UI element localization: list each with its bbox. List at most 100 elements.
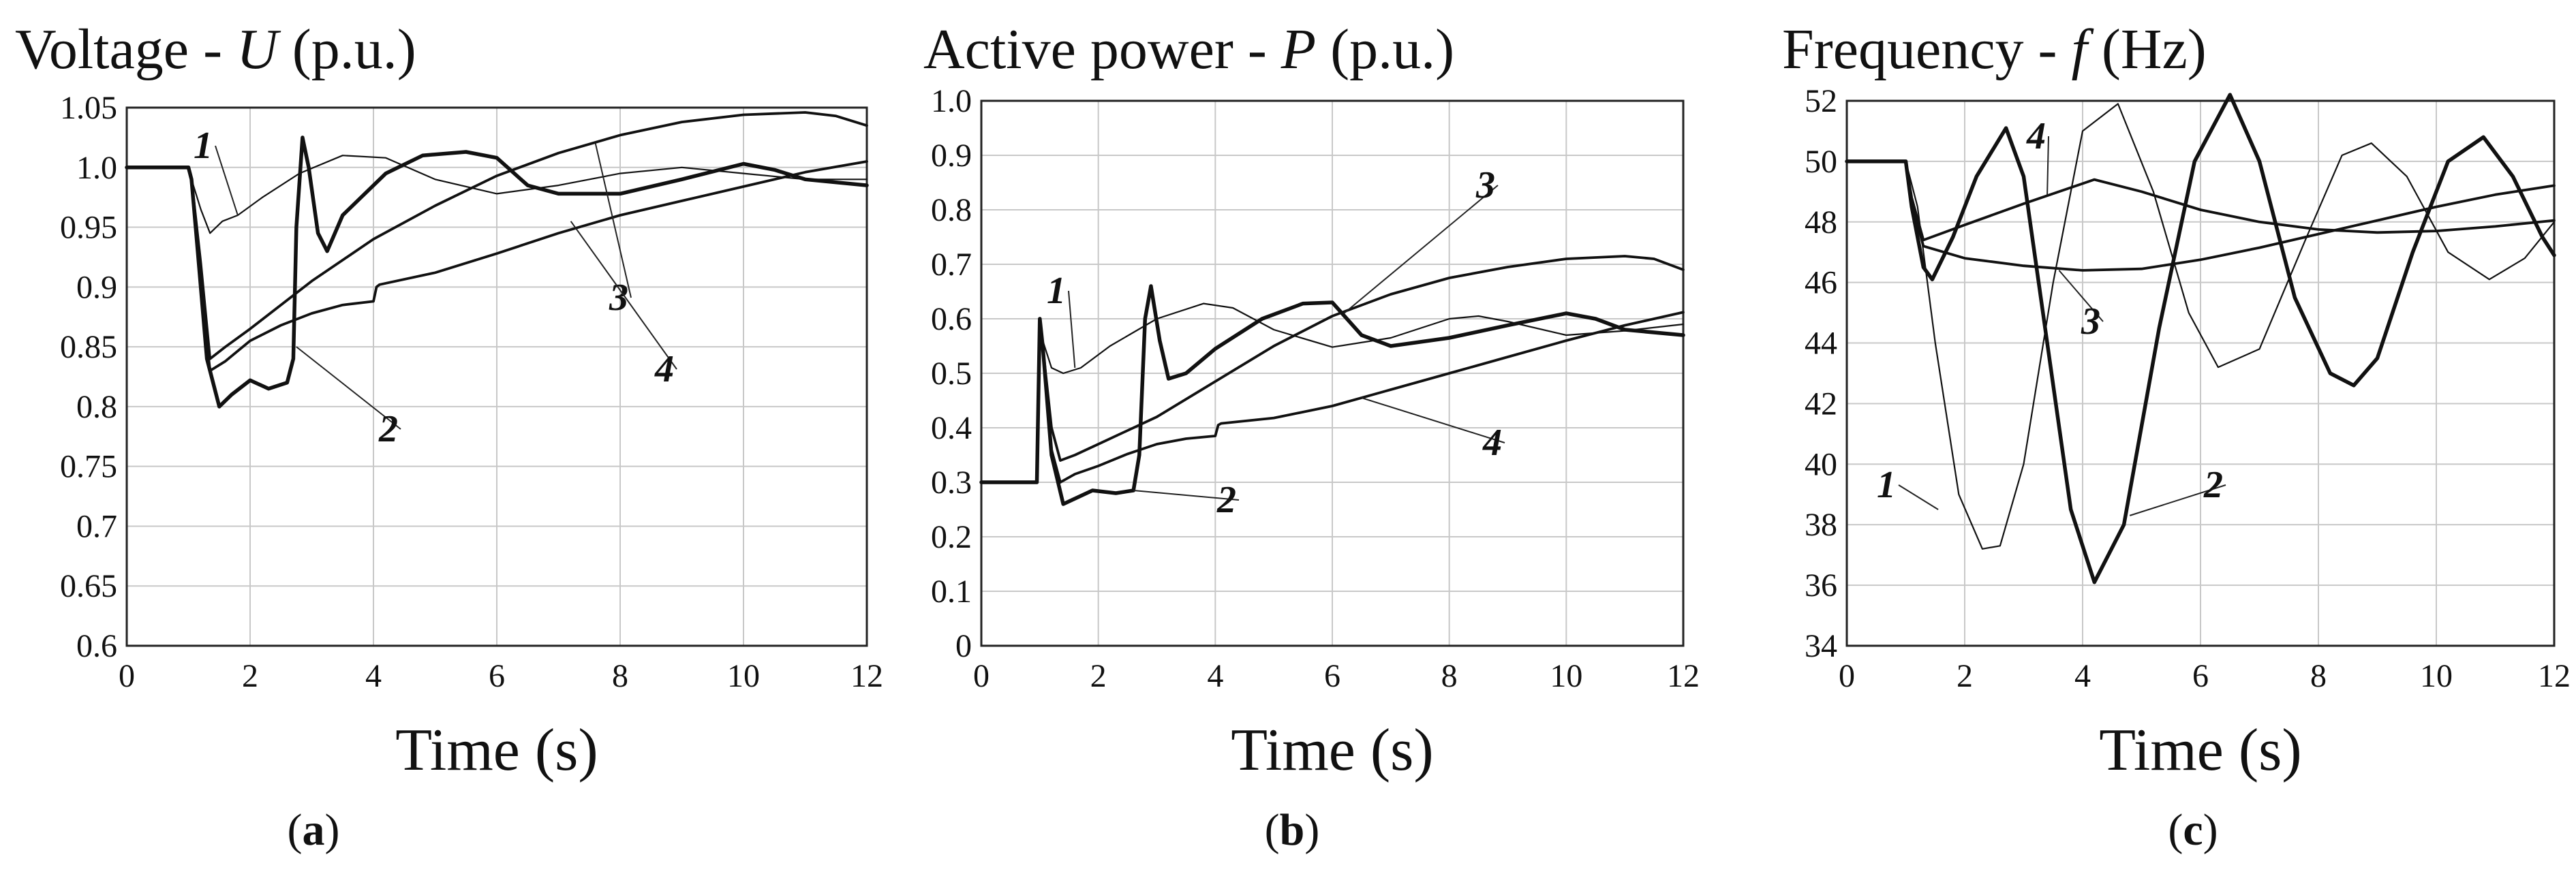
y-tick-label: 42	[1805, 386, 1837, 422]
y-tick-label: 0.7	[931, 247, 972, 283]
y-tick-label: 36	[1805, 567, 1837, 604]
x-tick-label: 4	[365, 658, 382, 694]
chart-title: Frequency - f (Hz)	[1782, 18, 2207, 81]
x-tick-label: 0	[119, 658, 135, 694]
annotation-leader	[594, 143, 632, 298]
y-tick-label: 0.9	[931, 138, 972, 174]
x-tick-label: 10	[1550, 658, 1582, 694]
x-tick-label: 12	[850, 658, 883, 694]
series-label-4: 4	[1482, 422, 1502, 464]
series-line-4	[1845, 159, 2556, 242]
x-tick-label: 2	[1957, 658, 1973, 694]
x-tick-label: 6	[489, 658, 505, 694]
x-tick-label: 12	[1667, 658, 1700, 694]
plot-frame	[980, 99, 1685, 647]
series-line-4	[125, 160, 868, 373]
y-tick-label: 0.75	[60, 449, 117, 485]
series-line-3	[125, 111, 868, 360]
panel-label: (a)	[288, 805, 340, 855]
series-label-2: 2	[1216, 479, 1236, 521]
series-label-4: 4	[2026, 115, 2046, 157]
annotation-leader	[215, 145, 239, 216]
annotation-leader	[1133, 490, 1240, 501]
x-axis-label: Time (s)	[2099, 717, 2301, 783]
plot-frame	[125, 106, 868, 647]
x-tick-label: 8	[2310, 658, 2327, 694]
y-tick-label: 0	[955, 628, 972, 664]
y-tick-label: 48	[1805, 204, 1837, 240]
y-tick-label: 0.7	[76, 508, 117, 544]
annotation-leader	[2046, 136, 2049, 195]
y-tick-label: 0.1	[931, 574, 972, 610]
y-tick-label: 1.0	[76, 150, 117, 186]
y-tick-label: 0.85	[60, 329, 117, 365]
x-tick-label: 6	[2192, 658, 2209, 694]
y-tick-label: 1.0	[931, 83, 972, 119]
chart-panel-c: Frequency - f (Hz)0 2 4 6 8 10 123436384042444…	[1782, 18, 2571, 855]
annotation-leader	[1068, 290, 1076, 369]
annotation-leader	[1361, 397, 1505, 443]
series-line-1	[1845, 103, 2556, 550]
y-tick-label: 0.8	[931, 192, 972, 228]
series-label-1: 1	[194, 125, 213, 167]
series-line-2	[979, 284, 1685, 506]
series-label-2: 2	[2203, 464, 2223, 506]
annotation-leader	[2129, 484, 2226, 516]
series-line-2	[125, 136, 869, 409]
x-tick-label: 8	[612, 658, 628, 694]
y-tick-label: 0.9	[76, 269, 117, 305]
x-tick-label: 4	[2074, 658, 2091, 694]
chart-title: Voltage - U (p.u.)	[15, 18, 416, 81]
plot-frame	[1845, 99, 2556, 647]
series-line-3	[1845, 159, 2556, 272]
chart-panel-b: Active power - P (p.u.)0 2 4 6 8 10 1200.10.20…	[923, 18, 1700, 855]
y-tick-label: 0.65	[60, 568, 117, 604]
annotation-leader	[570, 221, 677, 370]
panel-label: (c)	[2168, 805, 2218, 855]
y-tick-label: 50	[1805, 144, 1837, 180]
y-tick-label: 0.8	[76, 389, 117, 425]
series-line-1	[125, 155, 868, 234]
series-line-2	[1845, 93, 2556, 584]
x-tick-label: 2	[242, 658, 258, 694]
series-label-1: 1	[1877, 464, 1896, 506]
y-tick-label: 0.6	[76, 628, 117, 664]
x-axis-label: Time (s)	[1231, 717, 1433, 783]
y-tick-label: 44	[1805, 326, 1837, 362]
x-tick-label: 0	[973, 658, 990, 694]
x-tick-label: 8	[1441, 658, 1458, 694]
x-tick-label: 2	[1090, 658, 1107, 694]
y-tick-label: 38	[1805, 507, 1837, 543]
series-line-4	[980, 311, 1685, 484]
chart-title: Active power - P (p.u.)	[923, 18, 1454, 81]
series-label-3: 3	[1475, 164, 1495, 206]
x-tick-label: 10	[2420, 658, 2453, 694]
x-axis-label: Time (s)	[395, 717, 598, 783]
x-tick-label: 12	[2538, 658, 2571, 694]
y-tick-label: 0.2	[931, 519, 972, 555]
y-tick-label: 1.05	[60, 90, 117, 126]
chart-panel-a: Voltage - U (p.u.)0 2 4 6 8 10 120.60.650.70.7…	[15, 18, 883, 855]
series-label-3: 3	[2081, 300, 2100, 343]
x-tick-label: 4	[1207, 658, 1223, 694]
y-tick-label: 0.6	[931, 301, 972, 337]
series-label-1: 1	[1047, 270, 1066, 312]
panel-label: (b)	[1265, 805, 1320, 855]
y-tick-label: 0.4	[931, 410, 972, 446]
series-label-4: 4	[654, 348, 674, 390]
y-tick-label: 0.5	[931, 356, 972, 392]
annotation-leader	[1898, 484, 1939, 510]
x-tick-label: 6	[1324, 658, 1340, 694]
annotation-leader	[2058, 270, 2104, 322]
x-tick-label: 0	[1839, 658, 1855, 694]
series-label-2: 2	[378, 408, 398, 450]
y-tick-label: 0.95	[60, 210, 117, 246]
y-tick-label: 40	[1805, 446, 1837, 482]
annotation-leader	[296, 346, 401, 430]
y-tick-label: 34	[1805, 628, 1837, 664]
y-tick-label: 0.3	[931, 465, 972, 501]
x-tick-label: 10	[727, 658, 760, 694]
y-tick-label: 52	[1805, 83, 1837, 119]
annotation-leader	[1343, 185, 1499, 314]
